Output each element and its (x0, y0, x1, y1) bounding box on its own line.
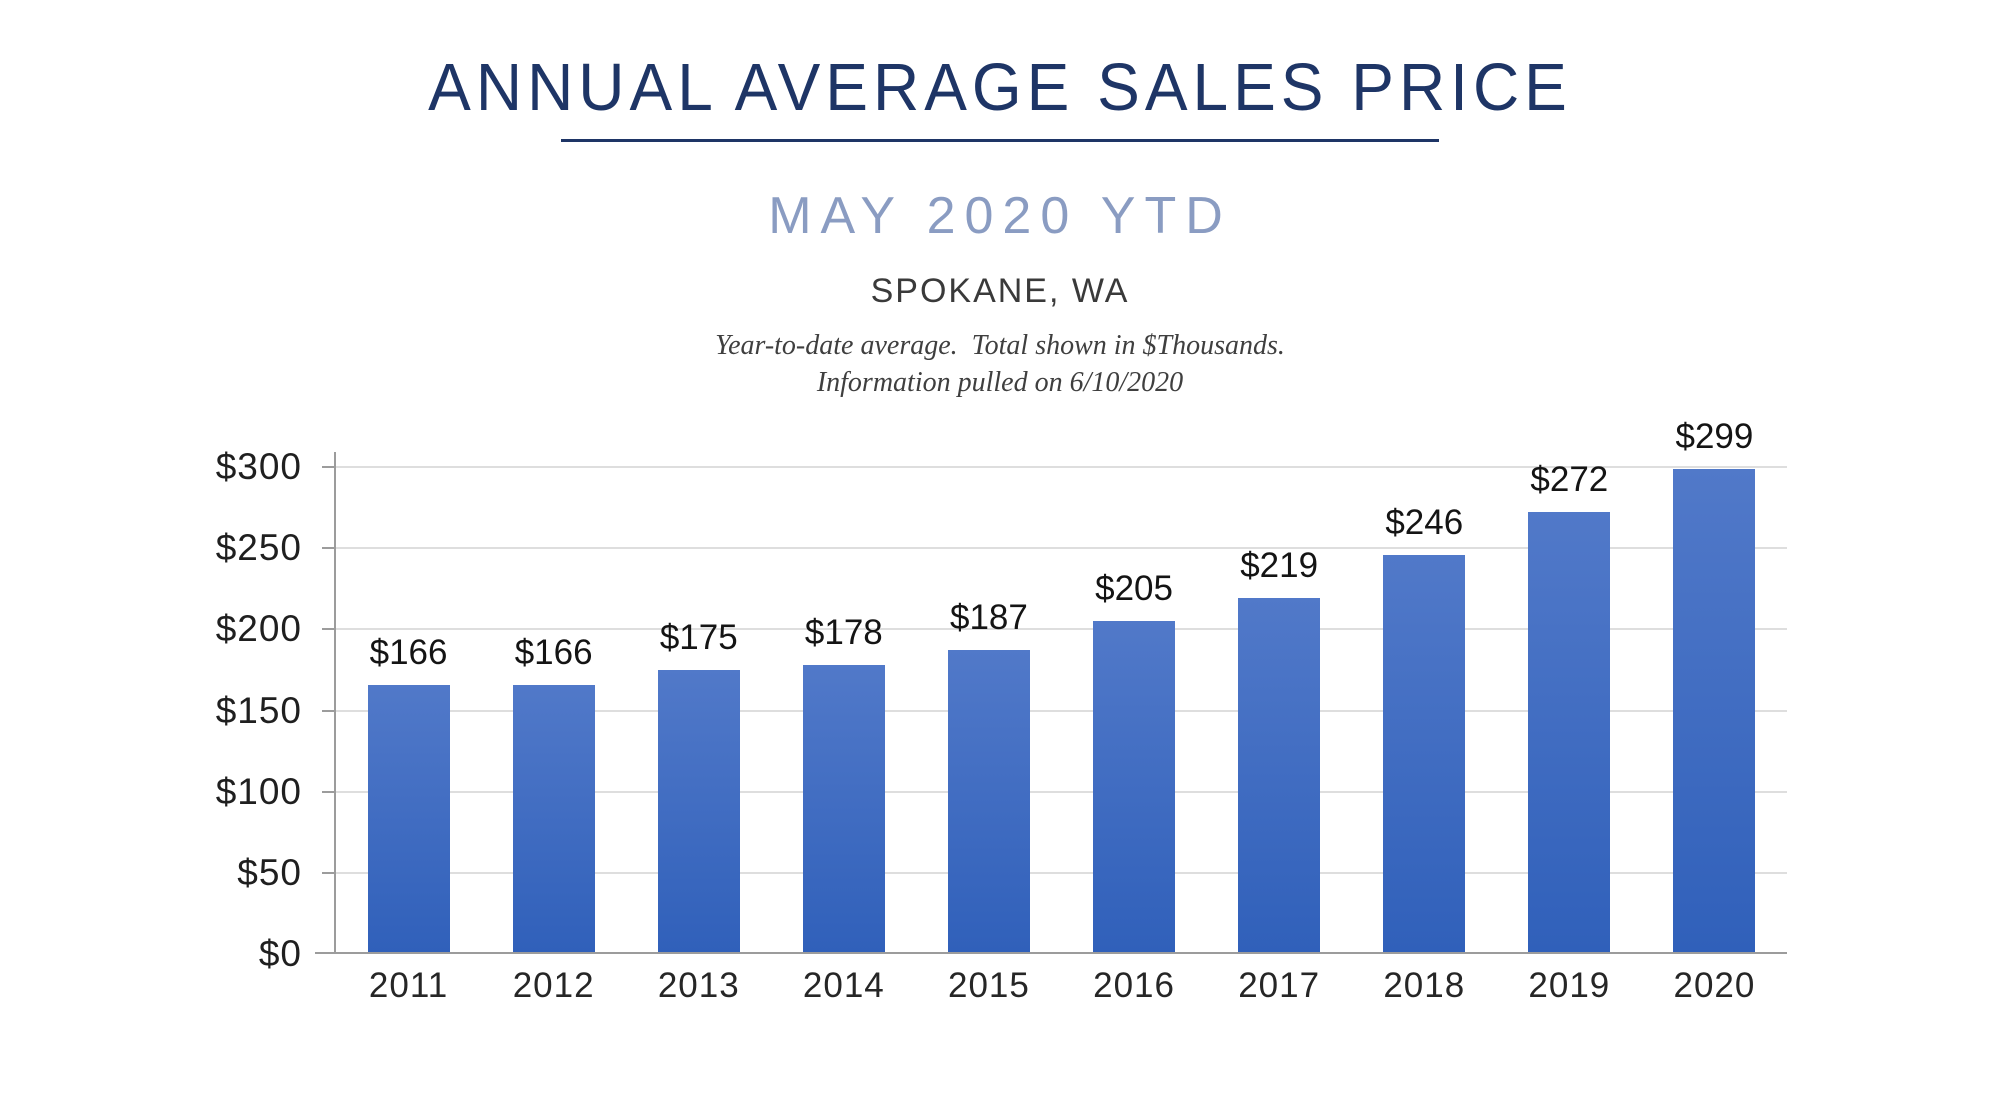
bar-value-label: $166 (369, 632, 448, 672)
x-axis-tick-label: 2020 (1673, 966, 1756, 1005)
bar-2015 (947, 650, 1030, 954)
bar-2011 (367, 684, 450, 954)
y-axis-tick (322, 547, 336, 550)
y-axis-tick-label: $250 (215, 527, 302, 569)
bar-value-label: $272 (1530, 460, 1609, 500)
bar-value-label: $166 (514, 632, 593, 672)
y-axis-tick (322, 790, 336, 793)
page-title: ANNUAL AVERAGE SALES PRICE (428, 49, 1572, 125)
gridline (336, 709, 1787, 712)
bar-2014 (802, 665, 885, 954)
title-underline (561, 139, 1439, 142)
bar-2016 (1093, 621, 1176, 954)
bar-2013 (657, 669, 740, 954)
y-axis-tick-label: $50 (237, 851, 302, 893)
y-axis-tick (322, 709, 336, 712)
y-axis-tick (322, 466, 336, 468)
bar-value-label: $187 (950, 598, 1028, 638)
chart-subtitle: MAY 2020 YTD (768, 187, 1232, 245)
y-axis-tick-label: $200 (215, 608, 302, 650)
bar-2020 (1673, 468, 1756, 954)
y-axis-tick-label: $0 (258, 933, 302, 974)
x-axis-tick-label: 2014 (802, 966, 885, 1005)
x-axis-line (315, 952, 1787, 954)
gridline (336, 790, 1787, 793)
x-axis-tick-label: 2019 (1528, 966, 1611, 1005)
bar-2017 (1238, 598, 1321, 954)
x-axis-tick-label: 2015 (948, 966, 1030, 1005)
note-line-1: Year-to-date average. Total shown in $Th… (715, 330, 1285, 361)
note-line-2: Information pulled on 6/10/2020 (816, 367, 1184, 398)
gridline (336, 466, 1787, 468)
y-axis-line (334, 452, 336, 954)
x-axis-tick-label: 2018 (1383, 966, 1466, 1005)
y-axis-tick (322, 871, 336, 874)
gridline (336, 547, 1787, 550)
y-axis-tick-label: $150 (215, 689, 302, 731)
y-axis-tick (322, 628, 336, 631)
bar-2018 (1383, 554, 1466, 954)
y-axis-tick-label: $100 (215, 770, 302, 812)
bar-2019 (1528, 512, 1611, 954)
chart-header: ANNUAL AVERAGE SALES PRICE MAY 2020 YTD … (0, 0, 2000, 401)
bar-2012 (512, 684, 595, 954)
bar-value-label: $175 (659, 617, 738, 657)
bar-value-label: $178 (804, 613, 883, 653)
y-axis-tick-label: $300 (215, 446, 302, 487)
x-axis-tick-label: 2016 (1093, 966, 1175, 1005)
chart-notes: Year-to-date average. Total shown in $Th… (0, 327, 2000, 401)
gridline (336, 628, 1787, 631)
x-axis-tick-label: 2011 (368, 966, 449, 1005)
bar-value-label: $246 (1385, 502, 1464, 542)
location-label: SPOKANE, WA (870, 272, 1130, 310)
bar-value-label: $205 (1095, 569, 1173, 609)
x-axis-tick-label: 2013 (657, 966, 740, 1005)
bar-value-label: $299 (1675, 416, 1754, 456)
x-axis-tick-label: 2012 (512, 966, 595, 1005)
gridline (336, 871, 1787, 874)
x-axis-tick-label: 2017 (1238, 966, 1321, 1005)
bar-value-label: $219 (1240, 546, 1319, 586)
